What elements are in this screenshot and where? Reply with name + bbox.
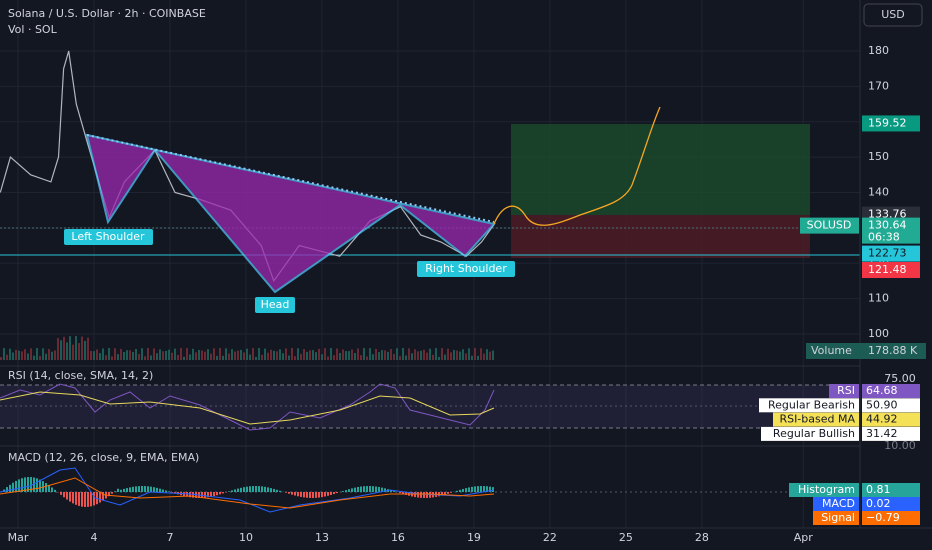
rsi-title: RSI (14, close, SMA, 14, 2) [8,369,153,382]
macd-legend-name: Histogram [798,483,855,496]
time-tick-label: 16 [391,531,405,544]
price-tag-label: 130.64 [868,219,907,232]
profit-zone [511,124,810,215]
time-tick-label: 22 [543,531,557,544]
macd-legend-name-box [813,497,859,511]
volume-tag [806,343,926,359]
rsi-legend-value: 31.42 [866,427,898,440]
time-tick-label: 4 [90,531,97,544]
rsi-legend-name: RSI [837,384,855,397]
symbol-name: SOLUSD [807,219,852,232]
macd-legend-value-box [862,497,920,511]
rsi-ma [0,391,495,425]
annotation: Left Shoulder [71,230,145,243]
rsi-legend-value: 44.92 [866,413,898,426]
price-tag [862,217,920,244]
symbol-title: Solana / U.S. Dollar · 2h · COINBASE [8,7,206,20]
price-tag-label: 133.76 [868,208,907,221]
price-tag-label: 122.73 [868,247,907,260]
time-tick-label: 25 [619,531,633,544]
rsi-legend-value-box [862,398,920,413]
rsi-legend-value-box [862,384,920,398]
annotation: Head [261,298,290,311]
rsi-legend-name-box [829,384,859,398]
rsi-legend-name-box [761,426,859,441]
price-tick-label: 170 [868,79,889,92]
rsi-legend-value-box [862,412,920,427]
neckline [86,134,495,223]
annotation-box [255,297,295,313]
macd-legend-value-box [862,483,920,497]
time-tick-label: 7 [166,531,173,544]
annotation-box [417,261,515,277]
currency[interactable]: USD [881,8,905,21]
price-tick-label: 140 [868,186,889,199]
time-tick-label: Apr [794,531,814,544]
currency-button[interactable] [863,3,923,27]
volume-value: 178.88 K [868,344,918,357]
rsi-legend-name: RSI-based MA [779,413,855,426]
rsi-legend-value-box [862,426,920,441]
price-tag [862,245,920,262]
annotation: Right Shoulder [425,262,507,275]
symbol-tag [800,217,859,234]
price-tick-label: 180 [868,44,889,57]
volume-title: Vol · SOL [8,23,58,36]
macd-legend-value-box [862,511,920,525]
countdown: 06:38 [868,231,900,244]
rsi-legend-name: Regular Bullish [773,427,855,440]
price-line [0,50,495,283]
price-tag-label: 121.48 [868,263,907,276]
volume-name: Volume [811,344,852,357]
price-tag [862,115,920,132]
time-tick-label: 10 [239,531,253,544]
price-tick-label: 150 [868,150,889,163]
time-tick-label: 28 [695,531,709,544]
macd-legend-name: Signal [821,511,855,524]
volume-bars [0,336,494,360]
macd-legend-value: −0.79 [866,511,900,524]
rsi-axis-label: 75.00 [884,372,916,385]
loss-zone [511,215,810,258]
macd-line [0,467,495,513]
macd-legend-name-box [789,483,859,497]
head-shoulders-pattern [85,133,496,294]
macd-legend-name-box [813,511,859,525]
price-tag-label: 159.52 [868,116,907,129]
price-tick-label: 110 [868,292,889,305]
rsi-legend-value: 64.68 [866,384,898,397]
time-tick-label: Mar [8,531,29,544]
macd-axis-label: 10.00 [884,439,916,452]
macd-legend-value: 0.81 [866,483,891,496]
signal-line [0,477,495,509]
rsi-legend-value: 50.90 [866,398,898,411]
price-tick-label: 100 [868,327,889,340]
macd-legend-value: 0.02 [866,497,891,510]
annotation-box [64,229,153,245]
macd-legend-name: MACD [822,497,855,510]
macd-title: MACD (12, 26, close, 9, EMA, EMA) [8,451,199,464]
time-tick-label: 19 [467,531,481,544]
rsi-legend-name-box [773,412,859,427]
rsi-legend-name: Regular Bearish [768,398,855,411]
time-tick-label: 13 [315,531,329,544]
projection-curve [493,106,661,226]
rsi-line [0,383,495,431]
price-tag [862,262,920,279]
rsi-legend-name-box [759,398,859,413]
